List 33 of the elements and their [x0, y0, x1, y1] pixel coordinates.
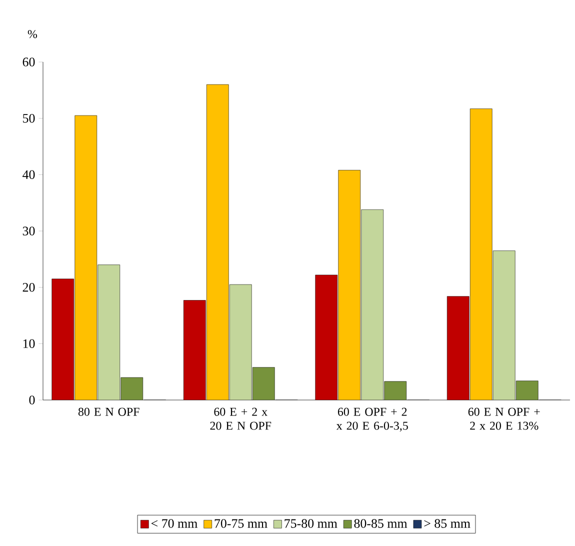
bar: [229, 284, 252, 400]
bar: [252, 367, 275, 400]
bar: [206, 84, 229, 400]
x-tick-label: 80 E N OPF: [78, 408, 140, 416]
legend-label: 80-85 mm: [354, 519, 408, 528]
bar: [74, 115, 98, 400]
y-tick-label: 10: [23, 339, 35, 348]
bar: [338, 170, 361, 400]
bar: [516, 380, 538, 400]
bar: [52, 278, 74, 400]
y-axis-title: %: [28, 30, 38, 38]
x-tick-label: 60 E OPF + 2 x 20 E 6-0-3,5: [336, 408, 408, 432]
bar: [183, 300, 206, 400]
bar: [120, 377, 144, 400]
x-tick-label: 60 E + 2 x 20 E N OPF: [210, 408, 272, 430]
bar: [384, 381, 407, 400]
legend-label: 70-75 mm: [214, 519, 268, 528]
bar: [470, 108, 492, 400]
y-tick-label: 60: [22, 58, 35, 66]
bar: [315, 274, 338, 400]
legend-label: 75-80 mm: [284, 519, 338, 528]
x-tick-label: 60 E N OPF + 2 x 20 E 13%: [468, 408, 540, 430]
legend-label: < 70 mm: [151, 519, 198, 528]
bar: [361, 209, 384, 400]
bar: [492, 250, 516, 400]
legend-label: > 85 mm: [424, 519, 470, 528]
y-tick-label: 30: [22, 226, 35, 236]
y-tick-label: 20: [22, 282, 35, 292]
y-tick-label: 0: [29, 396, 35, 404]
y-tick-label: 50: [23, 114, 35, 123]
y-tick-label: 40: [22, 170, 35, 180]
bar: [98, 264, 120, 400]
bar: [446, 296, 470, 400]
